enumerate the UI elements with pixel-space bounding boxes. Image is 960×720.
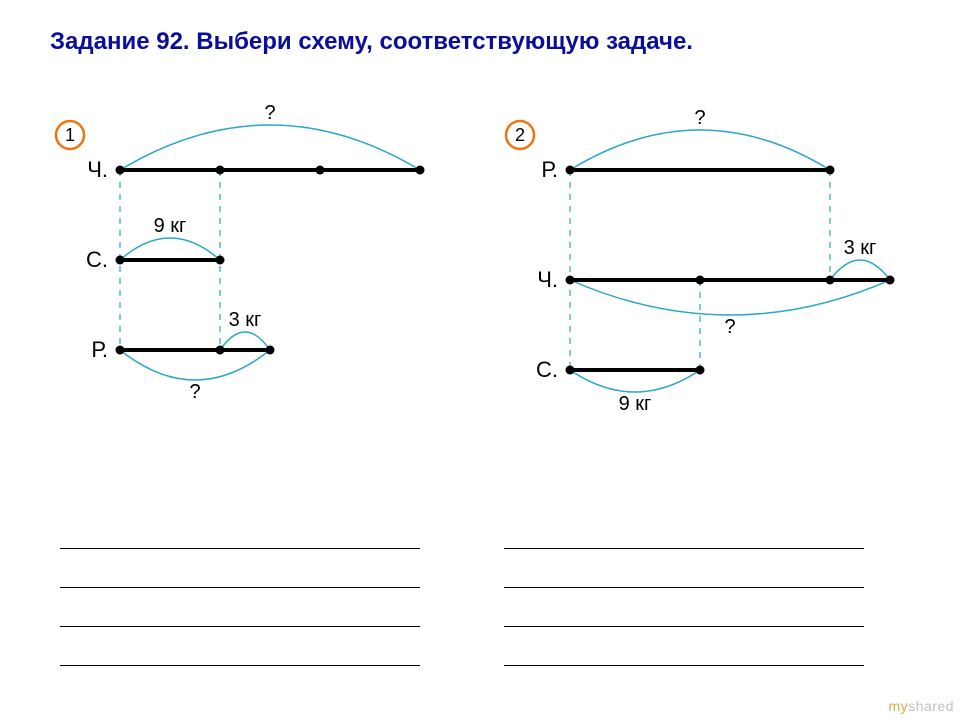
svg-text:?: ? <box>724 316 735 338</box>
answer-line <box>504 549 864 588</box>
svg-text:9 кг: 9 кг <box>154 215 187 237</box>
answer-lines-block <box>60 510 910 666</box>
svg-text:9 кг: 9 кг <box>619 393 652 415</box>
svg-text:3 кг: 3 кг <box>229 309 262 331</box>
svg-text:?: ? <box>264 102 275 124</box>
answer-column-right <box>504 510 864 666</box>
answer-line <box>504 510 864 549</box>
answer-line <box>60 588 420 627</box>
watermark: myshared <box>889 698 954 714</box>
watermark-prefix: my <box>889 698 909 714</box>
svg-text:?: ? <box>694 107 705 129</box>
svg-text:2: 2 <box>515 125 525 145</box>
svg-text:С.: С. <box>86 247 108 272</box>
answer-line <box>60 510 420 549</box>
svg-text:1: 1 <box>65 125 75 145</box>
svg-text:3 кг: 3 кг <box>844 237 877 259</box>
answer-column-left <box>60 510 420 666</box>
answer-line <box>60 549 420 588</box>
svg-text:Р.: Р. <box>91 337 108 362</box>
svg-text:Ч.: Ч. <box>87 157 108 182</box>
watermark-suffix: shared <box>908 698 954 714</box>
answer-line <box>504 588 864 627</box>
svg-text:Ч.: Ч. <box>537 267 558 292</box>
schemes-diagram: 1? 9 кг 3 кг? Ч. С. Р. 2? 3 кг? 9 кг Р. Ч. С. <box>0 20 960 490</box>
answer-line <box>504 627 864 666</box>
svg-text:С.: С. <box>536 357 558 382</box>
answer-line <box>60 627 420 666</box>
svg-text:?: ? <box>189 381 200 403</box>
svg-text:Р.: Р. <box>541 157 558 182</box>
